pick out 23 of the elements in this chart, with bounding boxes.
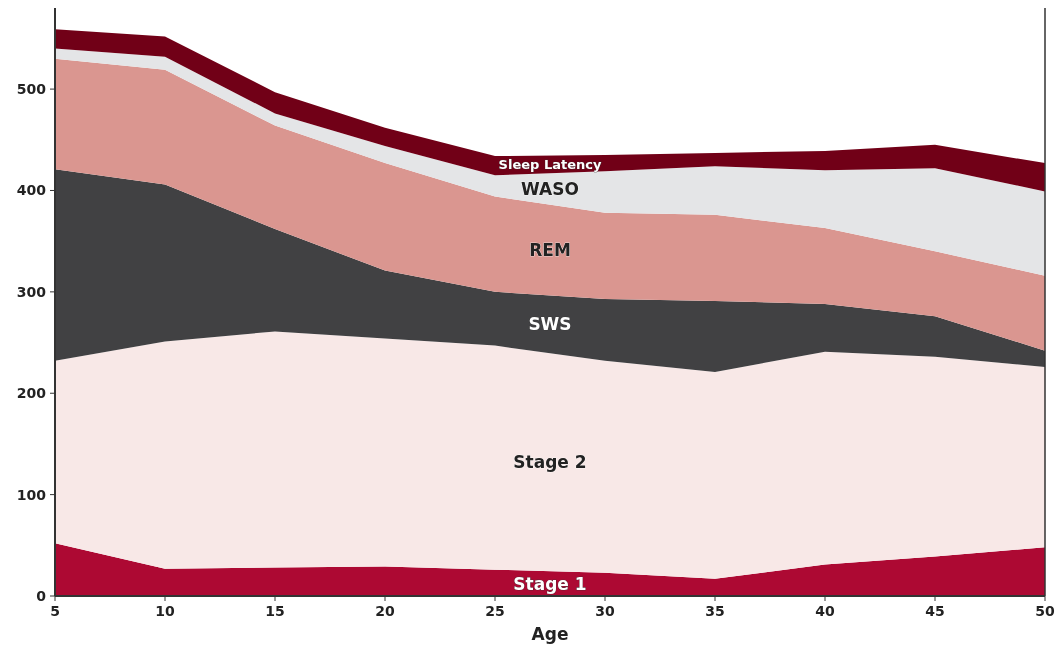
x-tick-label: 15	[265, 603, 285, 619]
x-tick-label: 5	[50, 603, 60, 619]
x-axis-title: Age	[531, 624, 569, 644]
series-label: Stage 1	[513, 573, 587, 594]
x-tick-label: 40	[815, 603, 835, 619]
y-tick-label: 0	[36, 587, 47, 604]
y-tick-label: 400	[16, 182, 47, 199]
y-tick-label: 300	[16, 283, 47, 300]
series-label: Stage 2	[513, 452, 587, 473]
x-tick-label: 45	[925, 603, 945, 619]
x-tick-label: 35	[705, 603, 725, 619]
y-tick-label: 100	[16, 486, 47, 503]
series-label: WASO	[521, 178, 579, 199]
x-tick-label: 50	[1035, 603, 1055, 619]
x-tick-label: 25	[485, 603, 505, 619]
series-label: REM	[529, 239, 571, 260]
y-tick-label: 200	[16, 385, 47, 402]
x-tick-label: 30	[595, 603, 615, 619]
x-tick-label: 20	[375, 603, 395, 619]
y-tick-label: 500	[16, 81, 47, 97]
x-tick-label: 10	[155, 603, 175, 619]
series-label: Sleep Latency	[498, 156, 602, 172]
series-label: SWS	[528, 314, 572, 335]
